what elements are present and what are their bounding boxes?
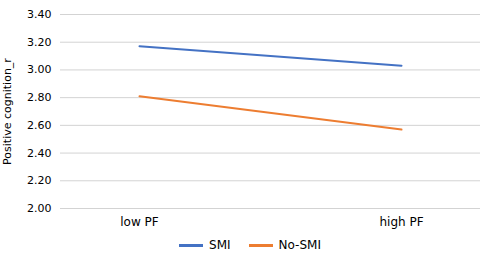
svg-text:3.40: 3.40 — [27, 8, 52, 21]
svg-text:2.40: 2.40 — [27, 147, 52, 160]
html-text:No-SMI: No-SMI — [278, 238, 321, 252]
svg-text:2.60: 2.60 — [27, 119, 52, 132]
svg-text:Positive cognition_r: Positive cognition_r — [1, 58, 14, 165]
svg-text:3.00: 3.00 — [27, 63, 52, 76]
svg-text:3.20: 3.20 — [27, 36, 52, 49]
svg-text:2.80: 2.80 — [27, 91, 52, 104]
html-text:SMI: SMI — [209, 238, 231, 252]
svg-text:2.00: 2.00 — [27, 202, 52, 215]
svg-text:low PF: low PF — [120, 215, 159, 229]
svg-text:high PF: high PF — [379, 215, 423, 229]
svg-text:2.20: 2.20 — [27, 174, 52, 187]
